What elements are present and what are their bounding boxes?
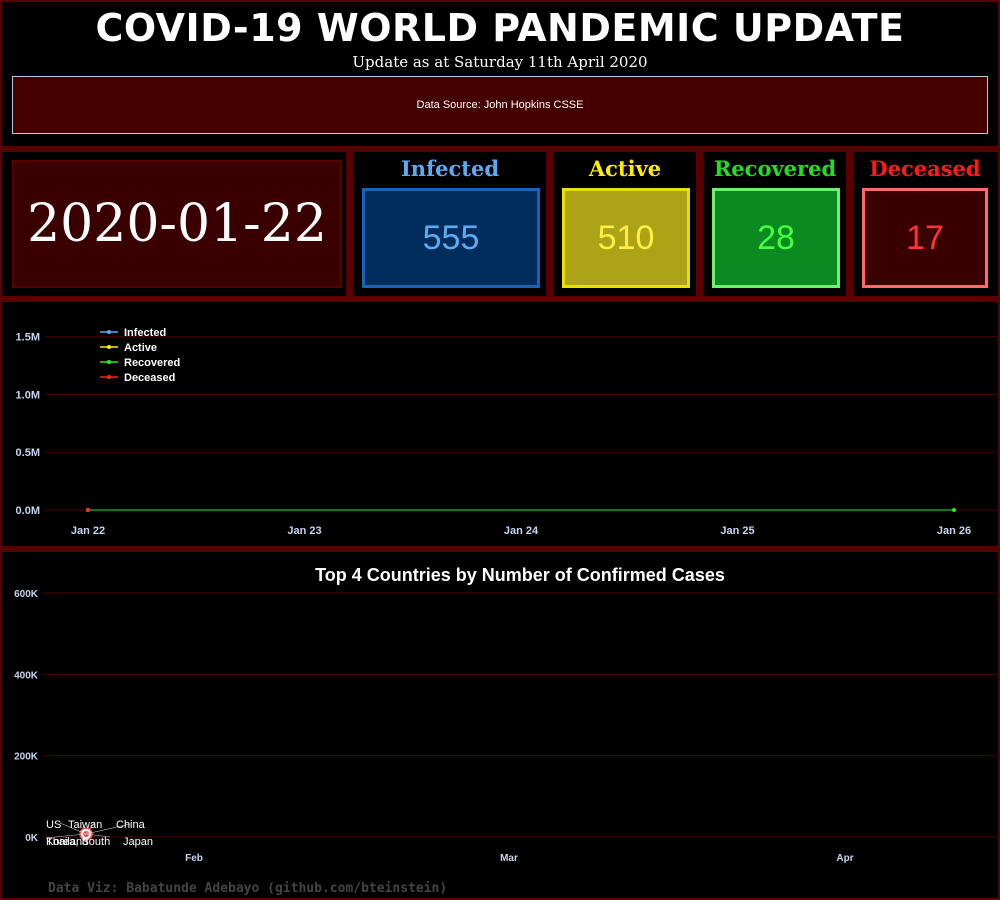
divider-middle	[0, 296, 1000, 302]
deceased-value: 17	[906, 218, 944, 257]
trend-x-tick-label: Jan 24	[504, 525, 539, 537]
country-chart-title: Top 4 Countries by Number of Confirmed C…	[315, 565, 725, 585]
trend-y-tick-label: 1.0M	[16, 389, 40, 401]
country-y-tick-label: 200K	[14, 752, 39, 763]
trend-x-tick-label: Jan 23	[287, 525, 321, 537]
country-y-tick-label: 400K	[14, 670, 39, 681]
trend-y-tick-label: 0.5M	[16, 447, 40, 459]
update-subtitle: Update as at Saturday 11th April 2020	[352, 53, 648, 71]
country-y-tick-label: 0K	[25, 833, 39, 844]
trend-x-tick-label: Jan 25	[720, 525, 754, 537]
footer-credit: Data Viz: Babatunde Adebayo (github.com/…	[48, 881, 448, 896]
legend-marker	[107, 330, 111, 334]
country-label: Taiwan	[68, 819, 102, 831]
data-source-text: Data Source: John Hopkins CSSE	[416, 99, 584, 111]
trend-y-tick-label: 0.0M	[16, 505, 40, 517]
country-y-tick-label: 600K	[14, 589, 39, 600]
divider-top	[0, 146, 1000, 152]
divider-v3	[696, 150, 703, 300]
trend-point-recovered	[952, 507, 956, 512]
label-leader	[59, 822, 87, 835]
recovered-title: Recovered	[713, 156, 837, 181]
recovered-value: 28	[757, 218, 795, 257]
infected-card: 555	[362, 188, 540, 288]
trend-point-deceased	[86, 507, 90, 512]
recovered-card: 28	[712, 188, 840, 288]
country-x-tick-label: Mar	[500, 853, 518, 864]
country-label: China	[116, 819, 146, 831]
country-label: US	[46, 819, 61, 831]
trend-x-tick-label: Jan 22	[71, 525, 105, 537]
active-value: 510	[597, 218, 655, 257]
trend-y-tick-label: 1.5M	[16, 332, 40, 344]
country-x-tick-label: Apr	[836, 853, 853, 864]
divider-lower	[0, 546, 1000, 552]
divider-v4	[846, 150, 853, 300]
trend-x-tick-label: Jan 26	[937, 525, 971, 537]
legend-marker	[107, 375, 111, 379]
label-leader	[85, 821, 96, 835]
country-label: Korea, South	[46, 836, 110, 848]
active-card: 510	[562, 188, 690, 288]
country-label: Japan	[123, 836, 153, 848]
divider-v2	[546, 150, 553, 300]
legend-label: Deceased	[124, 372, 175, 384]
deceased-title: Deceased	[869, 156, 981, 181]
data-source-banner: Data Source: John Hopkins CSSE	[12, 76, 988, 134]
label-leader	[85, 833, 111, 838]
trend-chart: 0.0M 0.5M 1.0M 1.5M Jan 22 Jan 23 Jan 24 Jan 2…	[16, 327, 1000, 537]
date-display: 2020-01-22	[12, 160, 342, 288]
legend-marker	[107, 360, 111, 364]
legend-marker	[107, 345, 111, 349]
deceased-card: 17	[862, 188, 988, 288]
infected-value: 555	[422, 218, 480, 257]
country-label: Thailand	[46, 836, 88, 848]
date-value: 2020-01-22	[27, 194, 327, 254]
legend-label: Recovered	[124, 357, 180, 369]
divider-v1	[346, 150, 353, 300]
infected-title: Infected	[400, 156, 500, 181]
country-chart: Top 4 Countries by Number of Confirmed C…	[14, 565, 1000, 864]
legend-label: Infected	[124, 327, 166, 339]
country-x-tick-label: Feb	[185, 853, 203, 864]
label-leader	[85, 823, 131, 835]
legend-label: Active	[124, 342, 157, 354]
active-title: Active	[588, 156, 662, 181]
label-leader	[54, 833, 87, 838]
page-title: COVID-19 WORLD PANDEMIC UPDATE	[95, 6, 905, 50]
